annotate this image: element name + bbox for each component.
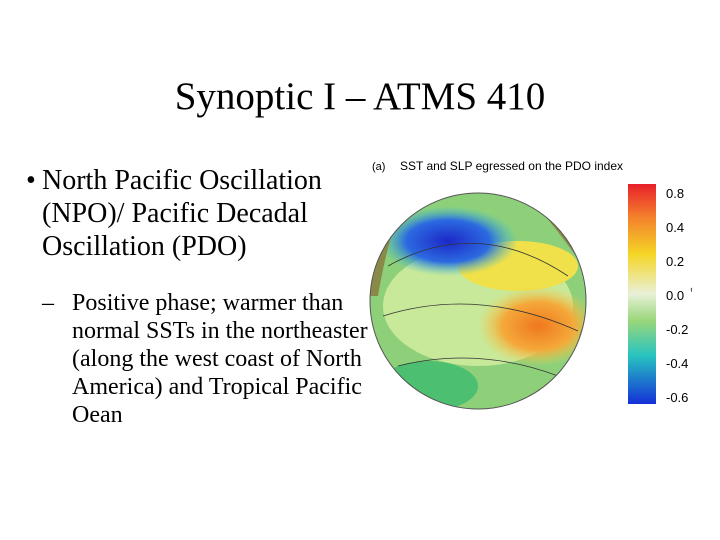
bullet-mark: • — [26, 165, 36, 196]
colorbar-label: -0.6 — [666, 390, 688, 405]
bullet-mark: – — [42, 290, 54, 316]
colorbar-label: 0.2 — [666, 254, 684, 269]
sub-bullet-text: Positive phase; warmer than normal SSTs … — [72, 290, 380, 428]
globe-outline — [369, 192, 587, 410]
unit-letter: C — [691, 291, 692, 305]
colorbar-label: -0.2 — [666, 322, 688, 337]
figure: (a) SST and SLP egressed on the PDO inde… — [368, 156, 692, 412]
colorbar — [628, 184, 656, 404]
bullet: • North Pacific Oscillation (NPO)/ Pacifi… — [26, 164, 387, 263]
colorbar-label: 0.4 — [666, 220, 684, 235]
figure-caption: SST and SLP egressed on the PDO index — [400, 159, 623, 173]
bullet-text: North Pacific Oscillation (NPO)/ Pacific… — [42, 165, 322, 262]
unit-degree: o — [691, 285, 692, 294]
panel-label: (a) — [372, 161, 385, 173]
colorbar-label: 0.0 — [666, 288, 684, 303]
colorbar-label: -0.4 — [666, 356, 688, 371]
slide-title: Synoptic I – ATMS 410 — [174, 75, 546, 118]
sub-bullet: – Positive phase; warmer than normal SSTs… — [42, 289, 382, 429]
colorbar-label: 0.8 — [666, 186, 684, 201]
